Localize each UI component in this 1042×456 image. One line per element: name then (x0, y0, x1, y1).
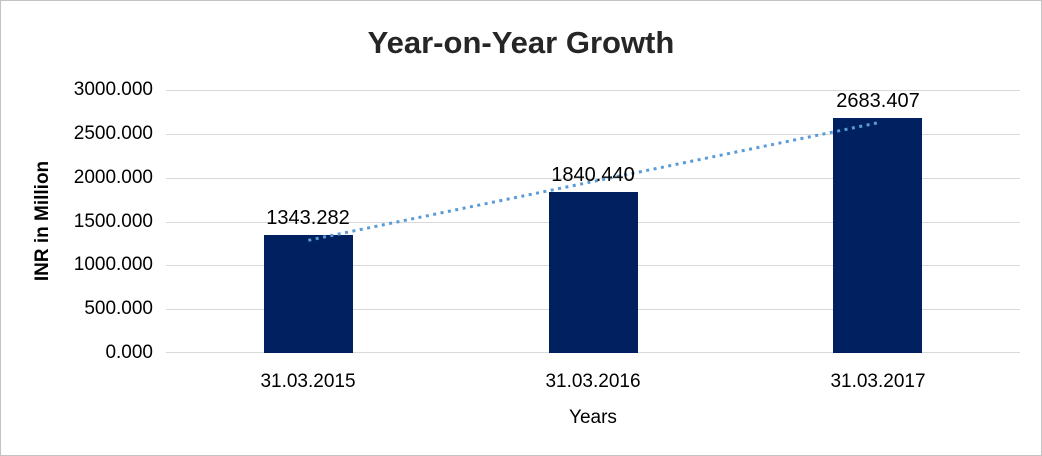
x-axis-title: Years (569, 407, 617, 428)
x-tick-label: 31.03.2015 (260, 371, 356, 392)
bar-data-label: 1343.282 (266, 207, 350, 229)
bar-31.03.2017 (833, 118, 922, 353)
y-tick-label: 2500.000 (73, 123, 153, 144)
x-tick-label: 31.03.2017 (830, 371, 926, 392)
y-tick-label: 3000.000 (73, 79, 153, 100)
bar-data-label: 1840.440 (551, 164, 635, 186)
bar-data-label: 2683.407 (836, 90, 920, 112)
y-tick-label: 0.000 (105, 342, 153, 363)
plot-area: 1343.282 1840.440 2683.407 (166, 90, 1020, 353)
bar-31.03.2016 (549, 192, 638, 353)
y-tick-label: 2000.000 (73, 167, 153, 188)
bar-31.03.2015 (264, 235, 353, 353)
y-tick-label: 500.000 (84, 298, 153, 319)
x-tick-label: 31.03.2016 (545, 371, 641, 392)
y-tick-label: 1500.000 (73, 211, 153, 232)
y-tick-label: 1000.000 (73, 254, 153, 275)
gridline (166, 90, 1020, 91)
chart-title: Year-on-Year Growth (367, 25, 675, 60)
